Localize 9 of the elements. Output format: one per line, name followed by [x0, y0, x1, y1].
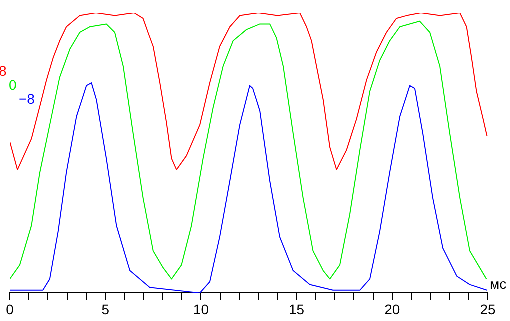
x-tick-label: 10 [193, 301, 210, 318]
text: 0 [9, 76, 17, 93]
x-tick-label: 5 [102, 301, 110, 318]
x-tick-label: 15 [289, 301, 305, 318]
text: −8 [19, 90, 36, 107]
x-tick-label: 25 [480, 301, 496, 318]
x-tick-label: 20 [384, 301, 400, 318]
x-axis-title: мс [490, 276, 507, 292]
x-tick-label: 0 [6, 301, 14, 318]
